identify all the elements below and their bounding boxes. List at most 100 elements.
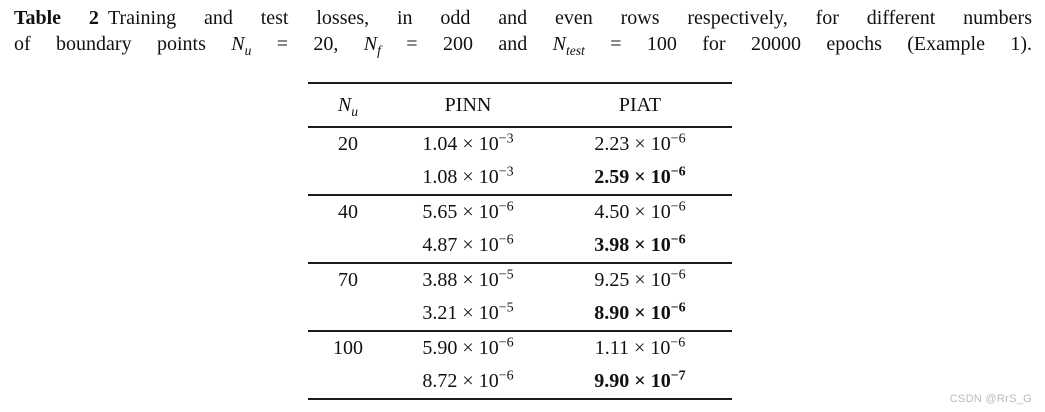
mantissa: 3.98 <box>594 234 630 256</box>
nu-value: 100 <box>333 337 363 359</box>
piat-test-loss: 2.59 × 10−6 <box>548 161 732 195</box>
table-group-100: 100 5.90 × 10−6 1.11 × 10−6 8.72 × 10−6 … <box>308 331 732 399</box>
header-row: Nu PINN PIAT <box>308 83 732 127</box>
base-10: 10 <box>650 269 671 291</box>
exponent: −3 <box>498 164 514 180</box>
math-var-nu: N <box>231 33 245 55</box>
mantissa: 1.04 <box>422 133 458 155</box>
base-10: 10 <box>478 269 499 291</box>
base-10: 10 <box>650 234 671 256</box>
exponent: −6 <box>670 335 686 351</box>
header-nu-var: N <box>337 93 352 116</box>
nu-empty <box>308 297 388 331</box>
table-row-test: 4.87 × 10−6 3.98 × 10−6 <box>308 229 732 263</box>
times-sign: × <box>629 201 651 223</box>
table-row-test: 8.72 × 10−6 9.90 × 10−7 <box>308 365 732 399</box>
exponent: −3 <box>498 131 514 147</box>
base-10: 10 <box>650 166 671 188</box>
csdn-watermark: CSDN @RrS_G <box>949 393 1032 405</box>
table-row-train: 20 1.04 × 10−3 2.23 × 10−6 <box>308 127 732 161</box>
table-group-70: 70 3.88 × 10−5 9.25 × 10−6 3.21 × 10−5 8… <box>308 263 732 331</box>
times-sign: × <box>629 370 651 392</box>
times-sign: × <box>629 133 651 155</box>
pinn-test-loss: 4.87 × 10−6 <box>388 229 548 263</box>
times-sign: × <box>457 201 479 223</box>
math-sub-u: u <box>244 43 252 58</box>
piat-train-loss: 9.25 × 10−6 <box>548 263 732 297</box>
caption-text-2c: = 200 and <box>380 33 553 55</box>
base-10: 10 <box>478 370 499 392</box>
mantissa: 4.87 <box>422 234 458 256</box>
times-sign: × <box>629 337 651 359</box>
mantissa: 5.90 <box>422 337 458 359</box>
losses-table-wrap: Nu PINN PIAT 20 1.04 × 10−3 2.23 × 10−6 … <box>308 82 732 400</box>
math-sub-test: test <box>565 43 585 58</box>
base-10: 10 <box>478 201 499 223</box>
caption-text-1: Training and test losses, in odd and eve… <box>107 7 1032 29</box>
nu-value: 40 <box>338 201 358 223</box>
math-var-ntest: N <box>552 33 566 55</box>
header-pinn: PINN <box>444 93 492 116</box>
pinn-train-loss: 5.65 × 10−6 <box>388 195 548 229</box>
table-row-test: 1.08 × 10−3 2.59 × 10−6 <box>308 161 732 195</box>
table-group-40: 40 5.65 × 10−6 4.50 × 10−6 4.87 × 10−6 3… <box>308 195 732 263</box>
table-head: Nu PINN PIAT <box>308 83 732 127</box>
table-label: Table 2 <box>14 7 99 29</box>
mantissa: 5.65 <box>422 201 458 223</box>
base-10: 10 <box>478 234 499 256</box>
mantissa: 8.90 <box>594 302 630 324</box>
base-10: 10 <box>478 302 499 324</box>
mantissa: 9.90 <box>594 370 630 392</box>
times-sign: × <box>629 234 651 256</box>
pinn-train-loss: 3.88 × 10−5 <box>388 263 548 297</box>
table-row-train: 70 3.88 × 10−5 9.25 × 10−6 <box>308 263 732 297</box>
mantissa: 3.21 <box>422 302 458 324</box>
exponent: −6 <box>670 199 686 215</box>
mantissa: 4.50 <box>594 201 630 223</box>
exponent: −6 <box>670 300 686 316</box>
exponent: −5 <box>498 300 514 316</box>
nu-empty <box>308 229 388 263</box>
base-10: 10 <box>478 133 499 155</box>
exponent: −6 <box>670 131 686 147</box>
exponent: −6 <box>498 232 514 248</box>
exponent: −5 <box>498 267 514 283</box>
piat-train-loss: 1.11 × 10−6 <box>548 331 732 365</box>
piat-test-loss: 9.90 × 10−7 <box>548 365 732 399</box>
times-sign: × <box>457 234 479 256</box>
times-sign: × <box>457 370 479 392</box>
base-10: 10 <box>478 337 499 359</box>
mantissa: 9.25 <box>594 269 630 291</box>
mantissa: 1.11 <box>594 337 630 359</box>
caption-line-2: of boundary points Nu = 20, Nf = 200 and… <box>14 31 1032 57</box>
losses-table: Nu PINN PIAT 20 1.04 × 10−3 2.23 × 10−6 … <box>308 82 732 400</box>
table-row-train: 40 5.65 × 10−6 4.50 × 10−6 <box>308 195 732 229</box>
header-nu: Nu <box>308 83 388 127</box>
nu-empty <box>308 161 388 195</box>
pinn-test-loss: 1.08 × 10−3 <box>388 161 548 195</box>
exponent: −7 <box>670 368 686 384</box>
times-sign: × <box>457 269 479 291</box>
mantissa: 3.88 <box>422 269 458 291</box>
exponent: −6 <box>498 335 514 351</box>
exponent: −6 <box>670 232 686 248</box>
piat-test-loss: 8.90 × 10−6 <box>548 297 732 331</box>
mantissa: 2.59 <box>594 166 630 188</box>
exponent: −6 <box>498 199 514 215</box>
base-10: 10 <box>650 201 671 223</box>
piat-train-loss: 4.50 × 10−6 <box>548 195 732 229</box>
caption-text-2b: = 20, <box>251 33 364 55</box>
exponent: −6 <box>670 267 686 283</box>
table-row-test: 3.21 × 10−5 8.90 × 10−6 <box>308 297 732 331</box>
base-10: 10 <box>478 166 499 188</box>
times-sign: × <box>457 166 479 188</box>
base-10: 10 <box>650 133 671 155</box>
base-10: 10 <box>650 337 671 359</box>
times-sign: × <box>457 337 479 359</box>
table-row-train: 100 5.90 × 10−6 1.11 × 10−6 <box>308 331 732 365</box>
times-sign: × <box>629 166 651 188</box>
math-var-nf: N <box>363 33 378 55</box>
mantissa: 1.08 <box>422 166 458 188</box>
exponent: −6 <box>670 164 686 180</box>
